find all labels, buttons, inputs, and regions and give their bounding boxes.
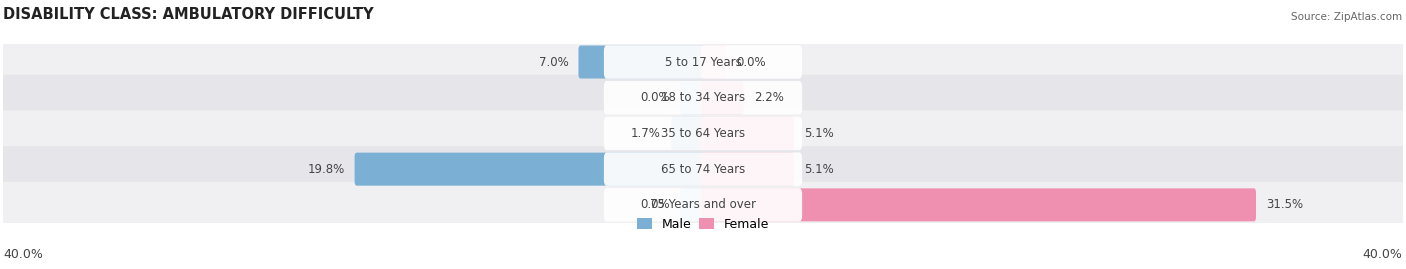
Text: 40.0%: 40.0%: [1362, 248, 1403, 261]
Text: 1.7%: 1.7%: [631, 127, 661, 140]
FancyBboxPatch shape: [700, 117, 794, 150]
FancyBboxPatch shape: [603, 45, 803, 79]
Text: 5 to 17 Years: 5 to 17 Years: [665, 55, 741, 69]
Text: DISABILITY CLASS: AMBULATORY DIFFICULTY: DISABILITY CLASS: AMBULATORY DIFFICULTY: [3, 7, 374, 22]
Text: Source: ZipAtlas.com: Source: ZipAtlas.com: [1291, 12, 1403, 22]
FancyBboxPatch shape: [603, 153, 803, 186]
Text: 75 Years and over: 75 Years and over: [650, 198, 756, 211]
FancyBboxPatch shape: [603, 117, 803, 150]
Text: 19.8%: 19.8%: [308, 163, 344, 176]
FancyBboxPatch shape: [681, 188, 706, 221]
FancyBboxPatch shape: [578, 45, 706, 79]
FancyBboxPatch shape: [681, 81, 706, 114]
Text: 18 to 34 Years: 18 to 34 Years: [661, 91, 745, 104]
Text: 31.5%: 31.5%: [1267, 198, 1303, 211]
FancyBboxPatch shape: [700, 45, 725, 79]
FancyBboxPatch shape: [0, 111, 1406, 156]
FancyBboxPatch shape: [603, 81, 803, 114]
FancyBboxPatch shape: [0, 182, 1406, 228]
Text: 2.2%: 2.2%: [754, 91, 783, 104]
Text: 5.1%: 5.1%: [804, 127, 834, 140]
FancyBboxPatch shape: [603, 188, 803, 222]
Text: 0.0%: 0.0%: [737, 55, 766, 69]
FancyBboxPatch shape: [700, 81, 744, 114]
Text: 5.1%: 5.1%: [804, 163, 834, 176]
Text: 0.0%: 0.0%: [640, 198, 669, 211]
Text: 65 to 74 Years: 65 to 74 Years: [661, 163, 745, 176]
Text: 35 to 64 Years: 35 to 64 Years: [661, 127, 745, 140]
FancyBboxPatch shape: [700, 188, 1256, 221]
FancyBboxPatch shape: [0, 39, 1406, 85]
FancyBboxPatch shape: [0, 75, 1406, 121]
Text: 7.0%: 7.0%: [538, 55, 568, 69]
Legend: Male, Female: Male, Female: [637, 218, 769, 231]
FancyBboxPatch shape: [700, 153, 794, 186]
Text: 0.0%: 0.0%: [640, 91, 669, 104]
FancyBboxPatch shape: [671, 117, 706, 150]
FancyBboxPatch shape: [0, 146, 1406, 192]
FancyBboxPatch shape: [354, 153, 706, 186]
Text: 40.0%: 40.0%: [3, 248, 44, 261]
